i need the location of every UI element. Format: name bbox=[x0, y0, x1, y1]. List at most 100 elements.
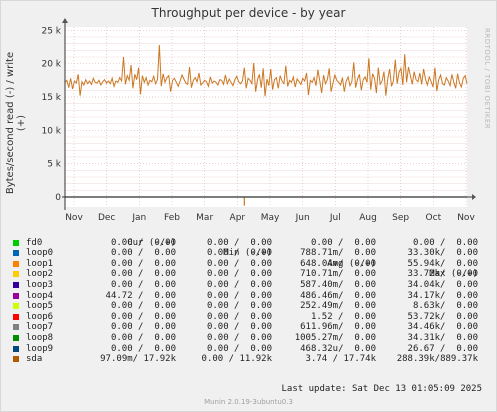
legend-max-value: 34.17k/ 0.00 bbox=[407, 290, 478, 301]
legend-cur-value: 0.00 / 0.00 bbox=[110, 343, 176, 354]
legend-row-loop4: loop4 44.72 / 0.00 0.00 / 0.00 486.46m/ 0.0… bbox=[0, 291, 497, 302]
chart-plot: 0 5 k 10 k 15 k 20 k 25 k Nov Dec Jan Feb Mar Apr Ma… bbox=[41, 18, 476, 223]
legend-swatch bbox=[13, 271, 19, 278]
x-axis-arrow bbox=[472, 194, 476, 200]
legend-row-loop6: loop6 0.00 / 0.00 0.00 / 0.00 1.52 / 0.00 53… bbox=[0, 312, 497, 323]
legend-avg-value: 788.71m/ 0.00 bbox=[300, 248, 376, 259]
legend-max-value: 34.46k/ 0.00 bbox=[407, 322, 478, 333]
legend-min-value: 0.00 / 0.00 bbox=[206, 237, 272, 248]
chart-title: Throughput per device - by year bbox=[151, 6, 346, 20]
legend-swatch bbox=[13, 281, 19, 288]
legend-min-value: 0.00 / 0.00 bbox=[206, 343, 272, 354]
legend-swatch bbox=[13, 303, 19, 310]
legend-swatch bbox=[13, 356, 19, 363]
legend-avg-value: 486.46m/ 0.00 bbox=[300, 290, 376, 301]
x-tick-label: Dec bbox=[98, 213, 115, 223]
munin-version: Munin 2.0.19-3ubuntu0.3 bbox=[204, 398, 293, 406]
y-tick-label: 25 k bbox=[41, 26, 61, 36]
legend-header-min: Min (-/+) bbox=[223, 248, 272, 259]
legend-header-avg: Avg (-/+) bbox=[327, 258, 376, 269]
legend-max-value: 53.72k/ 0.00 bbox=[407, 311, 478, 322]
legend-cur-value: 0.00 / 0.00 bbox=[110, 248, 176, 259]
legend-device-name: loop5 bbox=[26, 301, 54, 312]
x-tick-label: Oct bbox=[426, 213, 442, 223]
legend-swatch bbox=[13, 239, 19, 246]
legend-device-name: loop0 bbox=[26, 248, 54, 259]
legend-min-value: 0.00 / 0.00 bbox=[206, 301, 272, 312]
y-tick-label: 0 bbox=[55, 193, 61, 203]
legend-min-value: 0.00 / 11.92k bbox=[201, 354, 272, 365]
legend-device-name: loop4 bbox=[26, 290, 54, 301]
legend-device-name: loop8 bbox=[26, 332, 54, 343]
legend-avg-value: 710.71m/ 0.00 bbox=[300, 269, 376, 280]
legend-max-value: 33.30k/ 0.00 bbox=[407, 248, 478, 259]
legend-device-name: loop7 bbox=[26, 322, 54, 333]
legend-avg-value: 0.00 / 0.00 bbox=[310, 237, 376, 248]
legend-rows: fd0 0.00 / 0.00 0.00 / 0.00 0.00 / 0.00 0.00… bbox=[0, 238, 497, 365]
legend-row-loop8: loop8 0.00 / 0.00 0.00 / 0.00 1005.27m/ 0.0… bbox=[0, 333, 497, 344]
y-tick-label: 15 k bbox=[41, 93, 61, 103]
legend-table: Cur (-/+) Min (-/+) Avg (-/+) Max (-/+) … bbox=[0, 227, 497, 365]
x-tick-label: Jun bbox=[295, 213, 310, 223]
legend-avg-value: 611.96m/ 0.00 bbox=[300, 322, 376, 333]
legend-max-value: 34.04k/ 0.00 bbox=[407, 279, 478, 290]
x-tick-label: Apr bbox=[230, 213, 246, 223]
legend-device-name: loop3 bbox=[26, 279, 54, 290]
legend-swatch bbox=[13, 345, 19, 352]
legend-cur-value: 0.00 / 0.00 bbox=[110, 311, 176, 322]
legend-avg-value: 252.49m/ 0.00 bbox=[300, 301, 376, 312]
legend-cur-value: 0.00 / 0.00 bbox=[110, 279, 176, 290]
legend-min-value: 0.00 / 0.00 bbox=[206, 290, 272, 301]
legend-header-max: Max (-/+) bbox=[429, 269, 478, 280]
legend-device-name: loop1 bbox=[26, 258, 54, 269]
legend-avg-value: 3.74 / 17.74k bbox=[305, 354, 376, 365]
y-tick-label: 10 k bbox=[41, 126, 61, 136]
legend-max-value: 34.31k/ 0.00 bbox=[407, 332, 478, 343]
legend-row-loop0: loop0 0.00 / 0.00 0.00 / 0.00 788.71m/ 0.00… bbox=[0, 248, 497, 259]
legend-avg-value: 587.40m/ 0.00 bbox=[300, 279, 376, 290]
legend-row-loop7: loop7 0.00 / 0.00 0.00 / 0.00 611.96m/ 0.00… bbox=[0, 322, 497, 333]
x-tick-label: Sep bbox=[392, 213, 409, 223]
legend-device-name: loop6 bbox=[26, 311, 54, 322]
legend-device-name: loop9 bbox=[26, 343, 54, 354]
legend-cur-value: 0.00 / 0.00 bbox=[110, 332, 176, 343]
x-tick-label: Feb bbox=[164, 213, 180, 223]
x-tick-label: Nov bbox=[457, 213, 475, 223]
y-axis-arrow bbox=[62, 18, 68, 23]
legend-avg-value: 1005.27m/ 0.00 bbox=[294, 332, 376, 343]
legend-cur-value: 0.00 / 0.00 bbox=[110, 258, 176, 269]
legend-avg-value: 648.04m/ 0.00 bbox=[300, 258, 376, 269]
legend-header-cur: Cur (-/+) bbox=[127, 237, 176, 248]
legend-avg-value: 1.52 / 0.00 bbox=[310, 311, 376, 322]
legend-device-name: sda bbox=[26, 354, 43, 365]
legend-max-value: 55.94k/ 0.00 bbox=[407, 258, 478, 269]
legend-cur-value: 0.00 / 0.00 bbox=[110, 301, 176, 312]
legend-min-value: 0.00 / 0.00 bbox=[206, 279, 272, 290]
legend-cur-value: 44.72 / 0.00 bbox=[105, 290, 176, 301]
y-tick-label: 20 k bbox=[41, 60, 61, 70]
legend-row-sda: sda 97.09m/ 17.92k 0.00 / 11.92k 3.74 / 17.… bbox=[0, 354, 497, 365]
legend-cur-value: 0.00 / 0.00 bbox=[110, 237, 176, 248]
x-tick-label: Aug bbox=[359, 213, 377, 223]
series-line-sda bbox=[64, 44, 468, 97]
x-tick-label: Nov bbox=[65, 213, 83, 223]
last-update: Last update: Sat Dec 13 01:05:09 2025 bbox=[281, 384, 482, 394]
legend-max-value: 288.39k/889.37k bbox=[396, 354, 478, 365]
x-tick-label: Jan bbox=[131, 213, 146, 223]
legend-row-loop5: loop5 0.00 / 0.00 0.00 / 0.00 252.49m/ 0.00… bbox=[0, 301, 497, 312]
legend-max-value: 33.72k/ 0.00 bbox=[407, 269, 478, 280]
legend-swatch bbox=[13, 260, 19, 267]
y-tick-label: 5 k bbox=[47, 160, 62, 170]
legend-min-value: 0.00 / 0.00 bbox=[206, 269, 272, 280]
legend-min-value: 0.00 / 0.00 bbox=[206, 311, 272, 322]
x-tick-label: May bbox=[261, 213, 280, 223]
legend-min-value: 0.00 / 0.00 bbox=[206, 248, 272, 259]
legend-min-value: 0.00 / 0.00 bbox=[206, 258, 272, 269]
legend-avg-value: 468.32u/ 0.00 bbox=[300, 343, 376, 354]
legend-min-value: 0.00 / 0.00 bbox=[206, 322, 272, 333]
legend-device-name: fd0 bbox=[26, 237, 43, 248]
legend-row-loop9: loop9 0.00 / 0.00 0.00 / 0.00 468.32u/ 0.00… bbox=[0, 344, 497, 355]
legend-device-name: loop2 bbox=[26, 269, 54, 280]
legend-swatch bbox=[13, 292, 19, 299]
legend-cur-value: 97.09m/ 17.92k bbox=[100, 354, 176, 365]
